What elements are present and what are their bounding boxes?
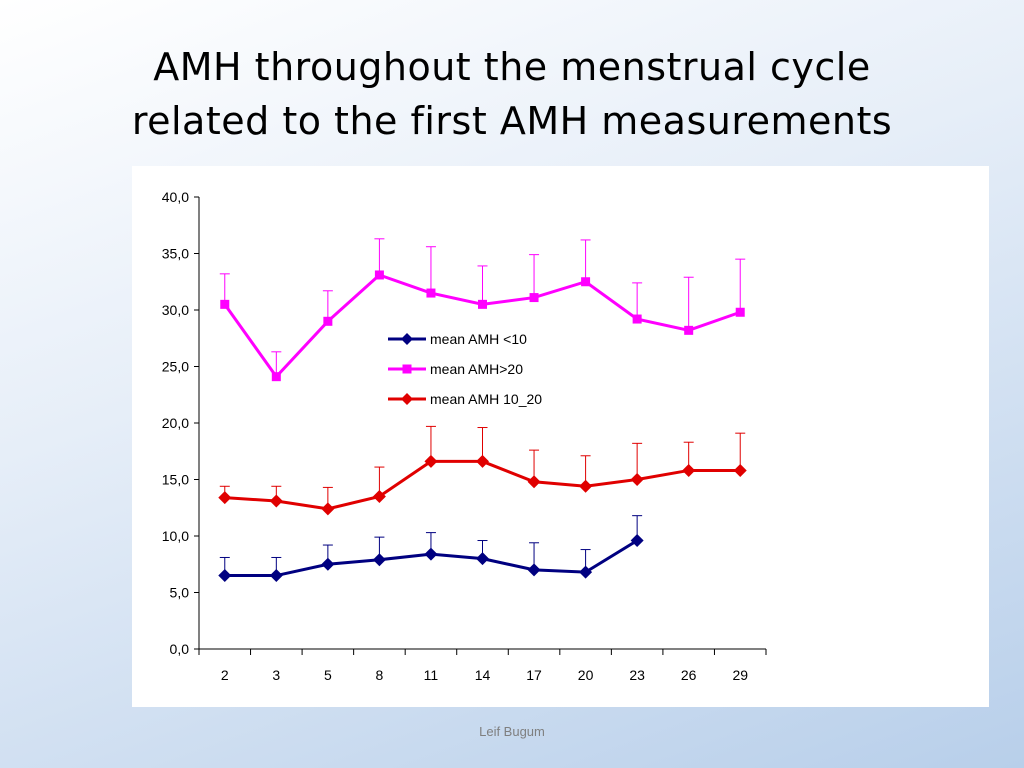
y-tick-label: 25,0 [162,359,189,375]
legend-label: mean AMH 10_20 [430,391,542,407]
legend-label: mean AMH>20 [430,361,523,377]
series-line [224,459,741,511]
x-tick-label: 20 [578,667,594,683]
y-tick-label: 40,0 [162,189,189,205]
title-line-1: AMH throughout the menstrual cycle [153,45,871,89]
y-tick-label: 20,0 [162,415,189,431]
series-1 [219,238,746,382]
x-tick-label: 3 [272,667,280,683]
data-point [733,463,747,477]
data-point [321,502,335,516]
legend-marker [402,364,412,374]
x-tick-label: 17 [526,667,542,683]
x-tick-label: 23 [629,667,645,683]
data-point [220,299,230,309]
legend-marker [401,333,413,345]
data-point [579,479,593,493]
data-point [424,547,438,561]
data-point [529,293,539,303]
line-chart: 0,05,010,015,020,025,030,035,040,02 3 5 8 11… [162,189,767,683]
data-point [372,489,386,503]
data-point [682,463,696,477]
data-point [527,475,541,489]
data-point [579,565,593,579]
legend-marker [401,393,413,405]
series-0 [218,515,644,583]
data-point [684,325,694,335]
data-point [269,569,283,583]
x-tick-label: 8 [376,667,384,683]
data-point [630,534,644,548]
data-point [321,557,335,571]
data-point [372,553,386,567]
title-line-2: related to the first AMH measurements [131,99,893,143]
slide-title: AMH throughout the menstrual cycle relat… [0,40,1024,148]
x-tick-label: 26 [681,667,697,683]
y-tick-label: 10,0 [162,528,189,544]
data-point [478,299,487,309]
legend: mean AMH <10 mean AMH>20 mean AMH 10_20 [388,331,542,407]
x-tick-label: 14 [475,667,491,683]
series-2 [218,425,747,516]
data-point [632,314,642,324]
data-point [527,563,541,577]
footer-author: Leif Bugum [479,724,545,739]
data-point [218,491,232,505]
legend-label: mean AMH <10 [430,331,527,347]
data-point [271,372,281,382]
y-tick-label: 15,0 [162,472,189,488]
x-tick-label: 11 [424,667,439,683]
data-point [374,270,384,280]
data-point [218,569,232,583]
data-point [735,307,745,317]
y-tick-label: 35,0 [162,246,189,262]
data-point [269,494,283,508]
y-tick-label: 5,0 [170,585,190,601]
data-point [424,454,438,468]
y-tick-label: 30,0 [162,302,189,318]
x-tick-label: 29 [732,667,748,683]
y-tick-label: 0,0 [170,641,190,657]
data-point [630,473,644,486]
x-tick-label: 5 [324,667,332,683]
chart-panel: 0,0 5,0 10,0 15,0 20,0 25,0 30,0 35,0 40,0 2 3 5 8 11… [132,166,989,707]
data-point [581,277,591,287]
data-point [476,552,489,566]
x-tick-label: 2 [221,667,229,683]
data-point [476,454,489,468]
data-point [426,288,436,298]
data-point [323,316,333,326]
